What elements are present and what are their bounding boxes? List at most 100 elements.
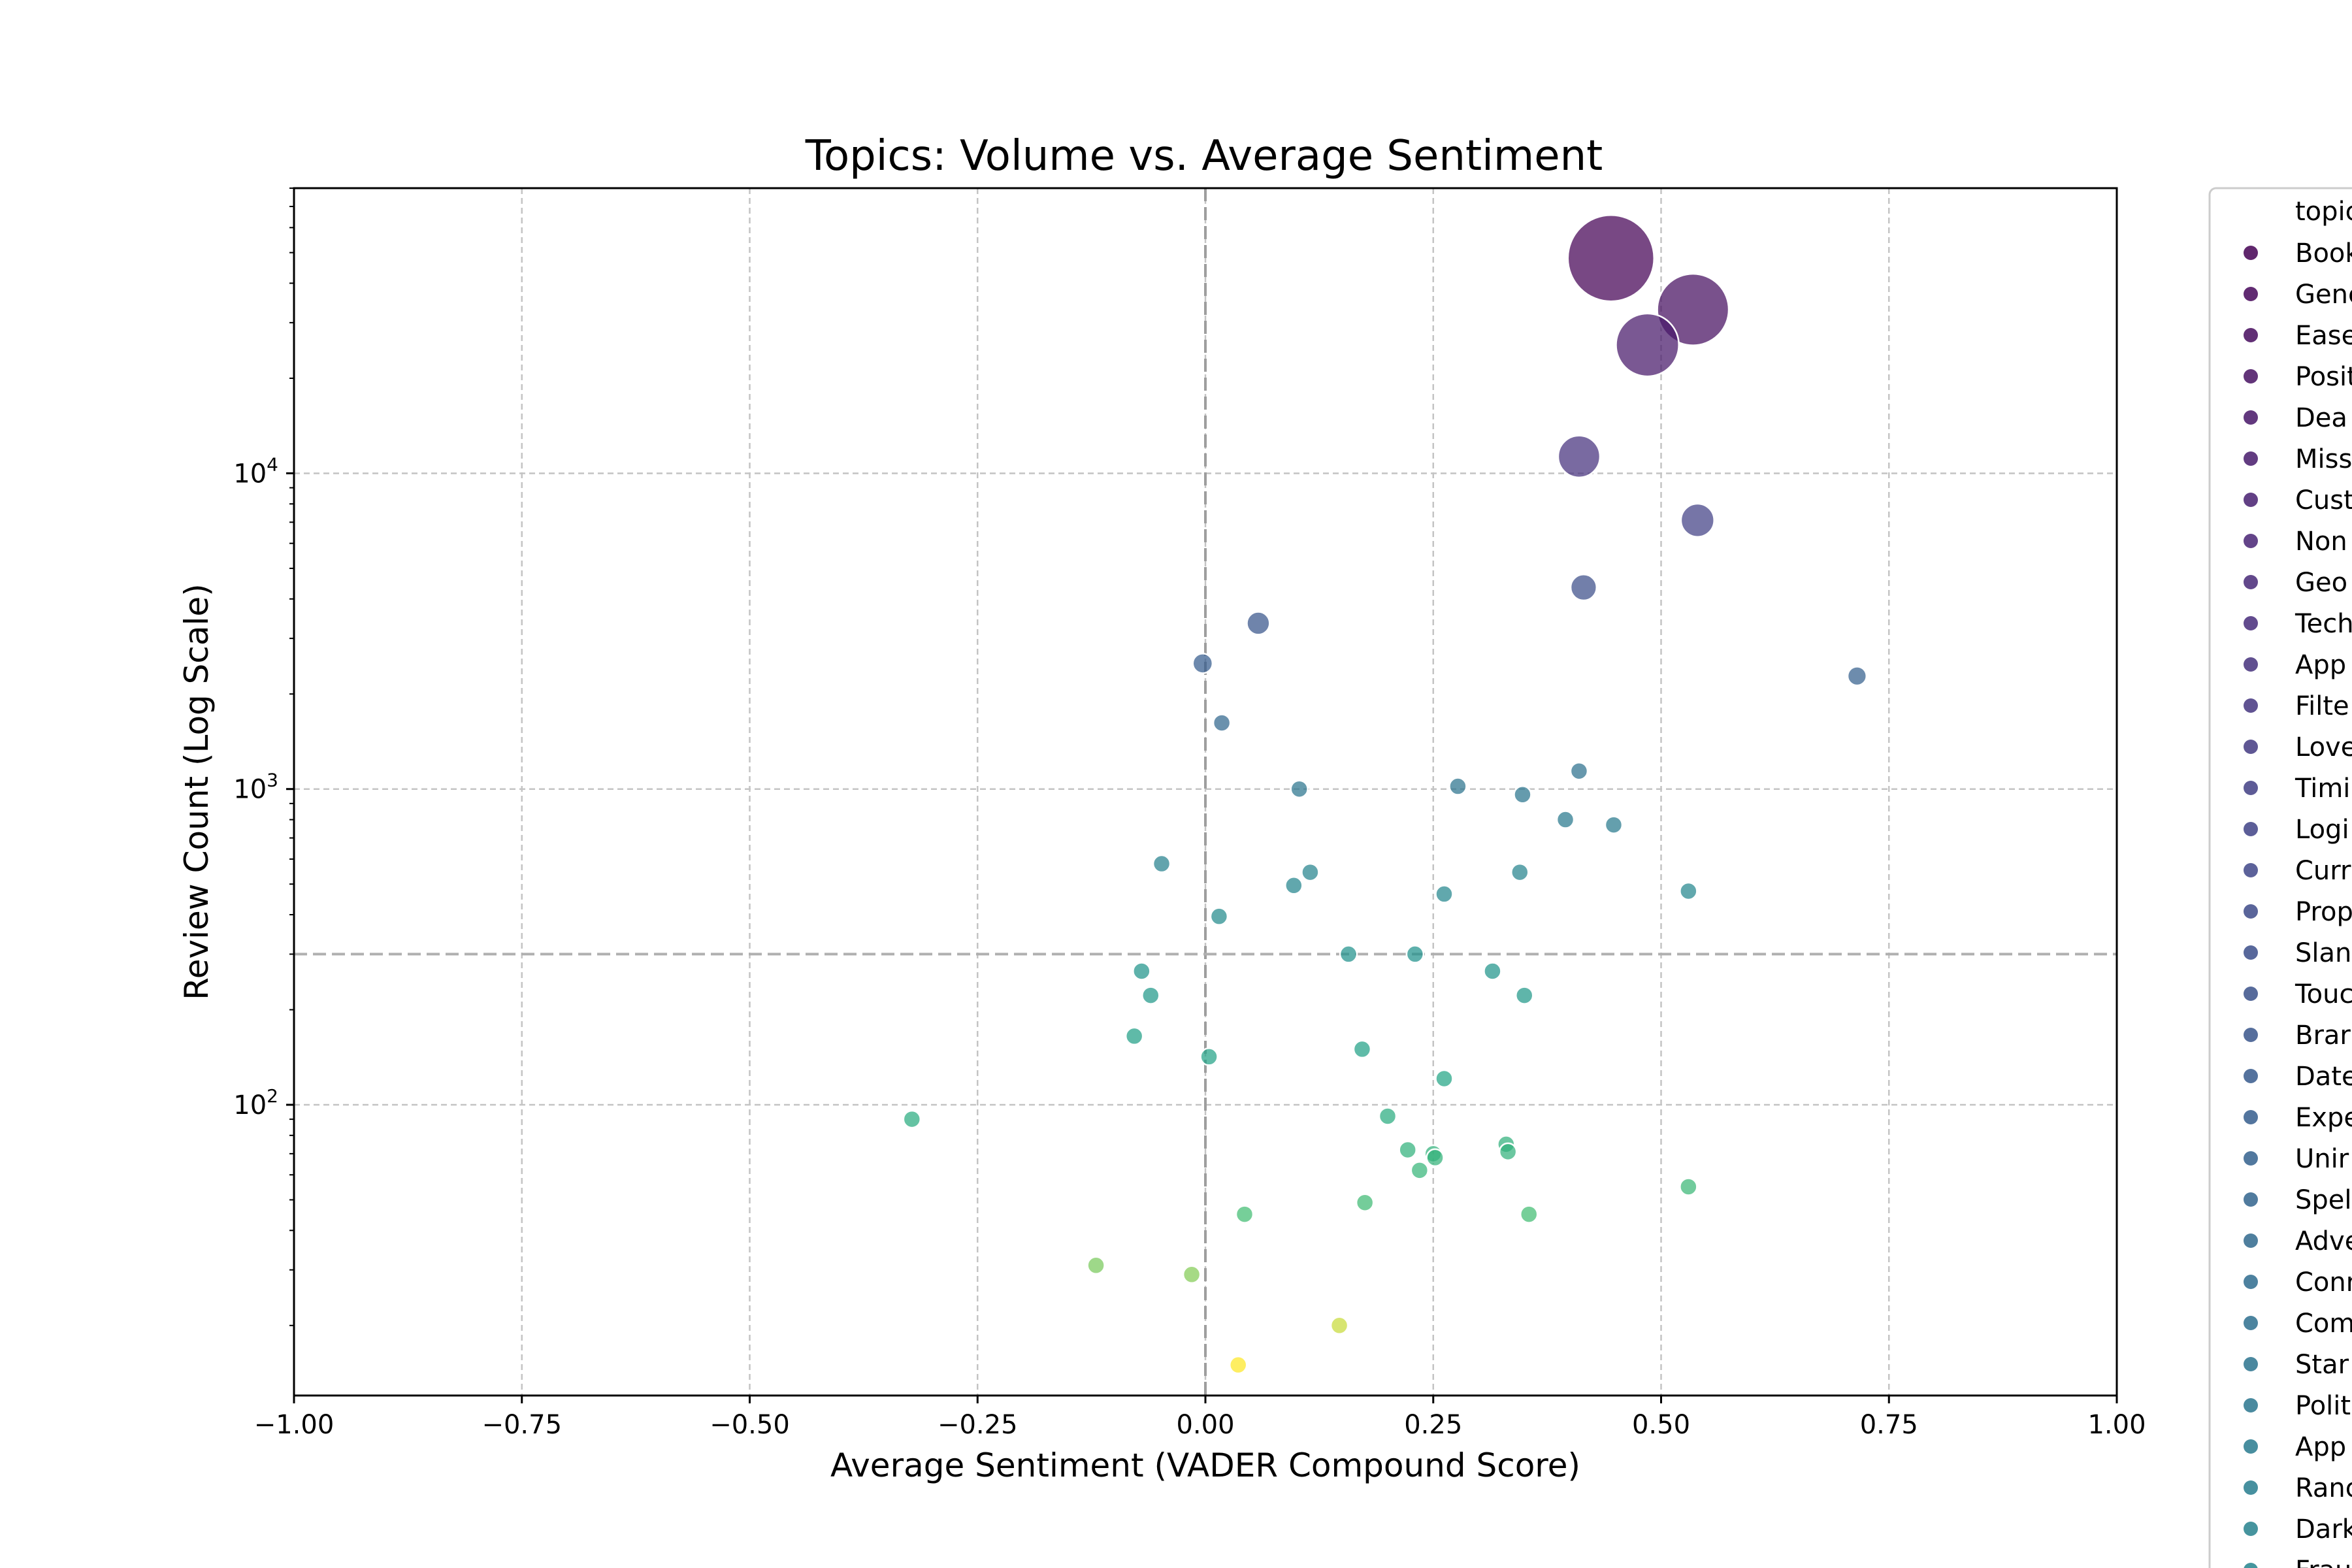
data-point bbox=[1355, 1193, 1375, 1212]
legend-marker bbox=[2244, 246, 2258, 260]
data-point bbox=[1378, 1107, 1397, 1126]
y-tick-label: 102 bbox=[233, 1085, 278, 1120]
legend-marker bbox=[2244, 740, 2258, 754]
legend-entry: Posit bbox=[2295, 362, 2352, 392]
legend-entry: Conr bbox=[2295, 1267, 2352, 1298]
legend-entry: Geo bbox=[2295, 568, 2347, 598]
legend-entry: Miss bbox=[2295, 444, 2352, 474]
y-axis-ticks: 102 103 104 bbox=[233, 188, 294, 1326]
data-point bbox=[1132, 962, 1151, 981]
legend-entry: Ranc bbox=[2295, 1473, 2352, 1503]
legend-marker bbox=[2244, 616, 2258, 630]
x-tick-label: −0.75 bbox=[482, 1410, 562, 1440]
legend-entry: Non bbox=[2295, 527, 2347, 557]
legend-marker bbox=[2244, 451, 2258, 466]
data-point bbox=[1352, 1039, 1372, 1059]
legend-frame bbox=[2208, 187, 2352, 1568]
legend-entry: App bbox=[2295, 650, 2346, 680]
legend-entry: Spel bbox=[2295, 1185, 2352, 1215]
legend-marker bbox=[2244, 1233, 2258, 1248]
data-point bbox=[1511, 862, 1529, 882]
legend-marker bbox=[2244, 1398, 2258, 1413]
data-point bbox=[1435, 1069, 1454, 1088]
legend-entry: Cust bbox=[2295, 485, 2352, 515]
data-point bbox=[1426, 1148, 1445, 1168]
legend-marker bbox=[2244, 863, 2258, 877]
legend-marker bbox=[2244, 657, 2258, 672]
legend-marker bbox=[2244, 781, 2258, 795]
legend-marker bbox=[2244, 822, 2258, 836]
data-point bbox=[1086, 1256, 1105, 1275]
legend-entry: Love bbox=[2295, 732, 2352, 762]
data-point bbox=[1209, 907, 1229, 926]
legend-marker bbox=[2244, 1275, 2258, 1289]
data-points bbox=[902, 214, 1868, 1375]
legend-entry: Book bbox=[2295, 238, 2352, 269]
y-axis-label: Review Count (Log Scale) bbox=[178, 583, 216, 1000]
legend-entry: Ease bbox=[2295, 321, 2352, 351]
data-point bbox=[1152, 854, 1171, 874]
legend-marker bbox=[2244, 1028, 2258, 1042]
data-point bbox=[1679, 881, 1698, 901]
data-point bbox=[1192, 653, 1214, 674]
x-tick-label: 0.00 bbox=[1176, 1410, 1234, 1440]
data-point bbox=[1228, 1355, 1248, 1375]
legend-marker bbox=[2244, 493, 2258, 507]
data-point bbox=[1680, 502, 1715, 538]
data-point bbox=[1212, 713, 1232, 732]
legend-entry: Dea bbox=[2295, 403, 2347, 433]
data-point bbox=[1339, 945, 1358, 964]
legend-marker bbox=[2244, 328, 2258, 342]
x-tick-label: 0.75 bbox=[1860, 1410, 1918, 1440]
data-point bbox=[1182, 1265, 1201, 1284]
data-point bbox=[1410, 1161, 1429, 1180]
x-tick-label: 0.50 bbox=[1632, 1410, 1690, 1440]
legend-marker bbox=[2244, 1110, 2258, 1124]
legend-marker bbox=[2244, 1357, 2258, 1371]
legend-entry: Polit bbox=[2295, 1391, 2351, 1421]
legend-marker bbox=[2244, 1316, 2258, 1330]
x-tick-label: −0.50 bbox=[710, 1410, 790, 1440]
data-point bbox=[1513, 785, 1532, 804]
y-tick-label: 103 bbox=[233, 770, 278, 805]
data-point bbox=[1398, 1140, 1417, 1160]
data-point bbox=[1141, 986, 1160, 1005]
data-point bbox=[1515, 986, 1534, 1005]
legend-marker bbox=[2244, 987, 2258, 1001]
chart-title: Topics: Volume vs. Average Sentiment bbox=[805, 132, 1603, 180]
legend-entry: Dark bbox=[2295, 1514, 2352, 1544]
data-point bbox=[1846, 666, 1868, 687]
y-tick-label: 104 bbox=[233, 453, 278, 489]
data-point bbox=[1330, 1316, 1349, 1335]
legend-entry: Adve bbox=[2295, 1226, 2352, 1256]
x-tick-label: 1.00 bbox=[2087, 1410, 2146, 1440]
data-point bbox=[1656, 272, 1730, 346]
reference-lines bbox=[294, 188, 2117, 1396]
x-tick-label: −1.00 bbox=[254, 1410, 335, 1440]
data-point bbox=[1301, 862, 1320, 882]
x-tick-label: 0.25 bbox=[1404, 1410, 1462, 1440]
legend-entry: Slan bbox=[2295, 938, 2351, 968]
legend-entry: Frau bbox=[2295, 1556, 2351, 1568]
data-point bbox=[1200, 1047, 1218, 1066]
data-point bbox=[1679, 1177, 1698, 1196]
legend-entry: Expe bbox=[2295, 1103, 2352, 1133]
legend-marker bbox=[2244, 534, 2258, 548]
data-point bbox=[1569, 761, 1589, 781]
data-point bbox=[1235, 1205, 1254, 1224]
legend-entry: Curr bbox=[2295, 856, 2351, 886]
data-point bbox=[1290, 779, 1309, 798]
legend-entry: Tech bbox=[2295, 609, 2352, 639]
legend-entry: App bbox=[2295, 1432, 2346, 1462]
data-point bbox=[1604, 815, 1624, 834]
legend-marker bbox=[2244, 1480, 2258, 1495]
legend-marker bbox=[2244, 1522, 2258, 1536]
data-point bbox=[1567, 214, 1656, 302]
legend-items: Book Gene Ease Posit Dea Miss Cust Non Geo Tech Ap… bbox=[2244, 238, 2352, 1568]
data-point bbox=[1615, 312, 1680, 378]
legend-marker bbox=[2244, 287, 2258, 301]
legend-marker bbox=[2244, 1192, 2258, 1207]
legend-marker bbox=[2244, 410, 2258, 425]
